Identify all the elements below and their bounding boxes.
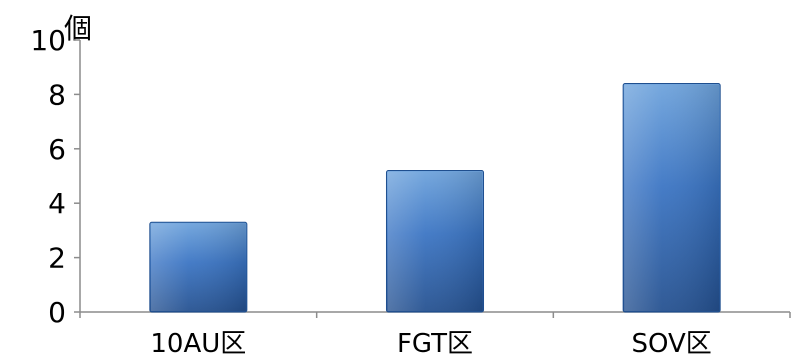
y-axis: 0 2 4 6 8 10 bbox=[30, 24, 81, 329]
x-axis bbox=[79, 311, 791, 318]
x-category-label: FGT区 bbox=[397, 329, 473, 359]
y-tick-label: 10 bbox=[30, 24, 66, 57]
bar-2 bbox=[385, 170, 485, 313]
x-axis-labels: 10AU区 FGT区 SOV区 bbox=[150, 329, 711, 359]
y-tick-label: 2 bbox=[48, 242, 66, 275]
y-tick-label: 6 bbox=[48, 133, 66, 166]
bars bbox=[149, 83, 721, 313]
bar-highlight bbox=[387, 171, 483, 311]
y-tick-label: 8 bbox=[48, 78, 66, 111]
x-category-label: 10AU区 bbox=[150, 329, 246, 359]
bar-highlight bbox=[150, 223, 246, 311]
bar-3 bbox=[622, 83, 721, 313]
bar-1 bbox=[149, 221, 248, 313]
y-tick-label: 0 bbox=[48, 296, 66, 329]
y-tick-label: 4 bbox=[48, 187, 66, 220]
bar-highlight bbox=[624, 84, 720, 312]
x-category-label: SOV区 bbox=[632, 329, 712, 359]
